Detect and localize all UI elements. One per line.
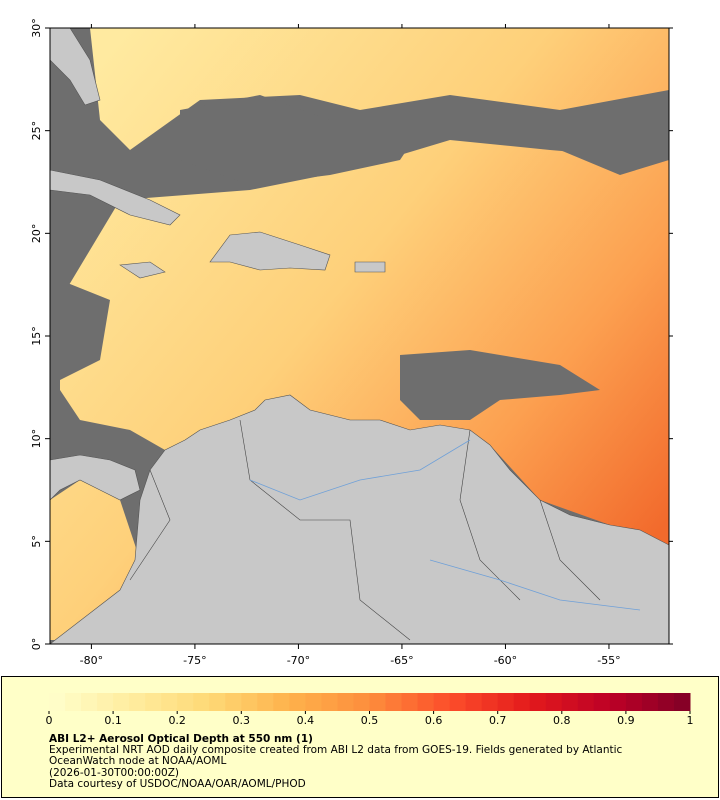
x-tick-label: -70° [287,654,310,667]
colorbar-segment [577,693,595,711]
colorbar-segment [209,693,226,711]
colorbar-segment [273,693,290,711]
colorbar-segment [241,693,258,711]
colorbar-segment [609,693,627,711]
colorbar-segment [369,693,387,711]
colorbar-segment [641,693,659,711]
colorbar-segment [657,693,675,711]
x-tick-label: -80° [80,654,103,667]
colorbar-segment [353,693,370,711]
y-tick-label: 5° [30,535,43,548]
colorbar-segment [129,693,146,711]
aerosol-field [50,28,669,640]
colorbar-tick-label: 0 [46,714,53,727]
caption-description: Experimental NRT AOD daily composite cre… [49,744,623,767]
x-tick-label: -75° [183,654,206,667]
rivers [249,439,641,611]
colorbar-segment [305,693,322,711]
colorbar-tick-label: 1 [687,714,694,727]
colorbar-segment [161,693,178,711]
x-tick-label: -60° [494,654,517,667]
caption-timestamp: (2026-01-30T00:00:00Z) [49,767,179,779]
colorbar-segment [401,693,419,711]
colorbar-segment [449,693,467,711]
colorbar-segment [513,693,531,711]
colorbar-tick-label: 0.3 [233,714,251,727]
colorbar-tick-label: 0.6 [425,714,443,727]
colorbar-segment [673,693,691,711]
colorbar-tick-label: 0.9 [617,714,635,727]
caption-title: ABI L2+ Aerosol Optical Depth at 550 nm … [49,733,313,745]
colorbar-segment [625,693,643,711]
colorbar-segment [49,693,66,711]
colorbar-segment [321,693,338,711]
colorbar-segment [289,693,306,711]
colorbar-segment [65,693,82,711]
colorbar-segment [385,693,403,711]
x-tick-label: -55° [597,654,620,667]
colorbar-tick-label: 0.2 [168,714,186,727]
colorbar-tick-label: 0.8 [553,714,571,727]
land [49,27,670,645]
colorbar-segment [145,693,162,711]
colorbar-segment [225,693,242,711]
colorbar-segment [193,693,210,711]
y-tick-label: 15° [30,326,43,346]
axes: -80° -75° -70° -65° -60° -55° 0° 5° 10° 15° 20° 25°… [30,18,673,667]
x-tick-label: -65° [390,654,413,667]
colorbar-segment [593,693,611,711]
colorbar-tick-label: 0.7 [489,714,507,727]
colorbar: 0 0.1 0.2 0.3 0.4 0.5 0.6 0.7 0.8 0.9 1 [46,693,694,727]
colorbar-segment [465,693,483,711]
colorbar-tick-label: 0.5 [361,714,379,727]
colorbar-tick-label: 0.4 [297,714,315,727]
colorbar-segment [337,693,354,711]
y-tick-label: 10° [30,429,43,449]
colorbar-segment [81,693,98,711]
colorbar-segment [529,693,547,711]
colorbar-tick-label: 0.1 [104,714,122,727]
legend-panel: 0 0.1 0.2 0.3 0.4 0.5 0.6 0.7 0.8 0.9 1 ABI L2+ Ae… [1,676,719,798]
colorbar-segment [417,693,435,711]
map: -80° -75° -70° -65° -60° -55° 0° 5° 10° 15° 20° 25°… [30,18,673,667]
colorbar-segment [113,693,130,711]
caption-credit: Data courtesy of USDOC/NOAA/OAR/AOML/PHO… [49,778,306,790]
colorbar-segment [481,693,499,711]
colorbar-segment [545,693,563,711]
y-tick-label: 30° [30,18,43,38]
y-tick-label: 25° [30,121,43,141]
colorbar-segment [561,693,579,711]
colorbar-segment [497,693,515,711]
colorbar-segment [257,693,274,711]
colorbar-segment [97,693,114,711]
cloud-cover [60,95,669,420]
y-tick-label: 0° [30,638,43,651]
colorbar-segment [433,693,451,711]
colorbar-segment [177,693,194,711]
y-tick-label: 20° [30,224,43,244]
